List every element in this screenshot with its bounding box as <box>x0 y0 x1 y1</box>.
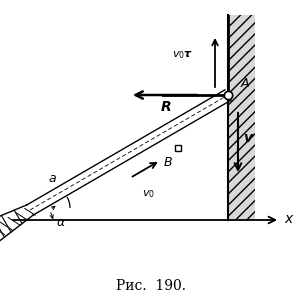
Text: $\alpha$: $\alpha$ <box>56 216 66 229</box>
Text: $x$: $x$ <box>284 212 295 226</box>
Text: $A$: $A$ <box>240 77 250 90</box>
Text: $\boldsymbol{v_0\tau}$: $\boldsymbol{v_0\tau}$ <box>172 49 194 61</box>
Text: $a$: $a$ <box>48 172 57 185</box>
Bar <box>228 15 255 220</box>
Text: $B$: $B$ <box>163 156 173 169</box>
Text: Рис.  190.: Рис. 190. <box>116 279 185 293</box>
Text: $\boldsymbol{v}$: $\boldsymbol{v}$ <box>243 131 254 145</box>
Text: $\boldsymbol{v_0}$: $\boldsymbol{v_0}$ <box>142 188 155 200</box>
Text: $\boldsymbol{R}$: $\boldsymbol{R}$ <box>160 100 172 114</box>
